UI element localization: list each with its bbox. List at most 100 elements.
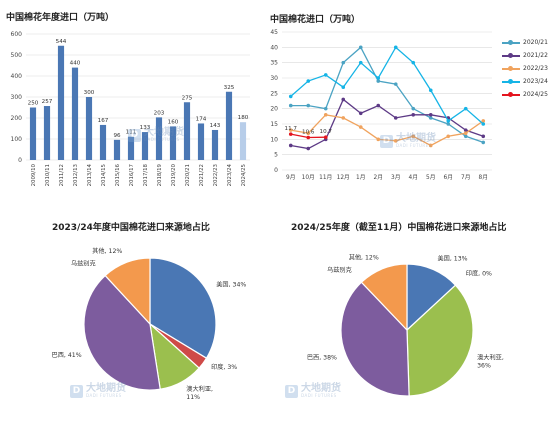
x-tick-label: 8月 bbox=[479, 174, 489, 181]
watermark-brand-en: DADI FUTURES bbox=[86, 393, 122, 398]
watermark-logo: D 大地期货 DADI FUTURES bbox=[380, 134, 436, 148]
y-tick-label: 100 bbox=[11, 136, 23, 143]
x-tick-label: 4月 bbox=[409, 174, 419, 181]
legend-entry: 2020/21 bbox=[502, 36, 548, 49]
series-point bbox=[446, 134, 451, 139]
bar-data-label: 250 bbox=[28, 101, 39, 107]
y-tick-label: 5 bbox=[274, 152, 278, 159]
bar-data-label: 275 bbox=[182, 95, 193, 101]
legend-swatch bbox=[502, 78, 520, 84]
y-tick-label: 45 bbox=[270, 29, 278, 36]
pie-2425-title: 2024/25年度（截至11月）中国棉花进口来源地占比 bbox=[291, 223, 507, 233]
series-point bbox=[341, 85, 346, 89]
y-tick-label: 600 bbox=[11, 31, 23, 38]
bar bbox=[99, 124, 107, 160]
x-tick-label: 11月 bbox=[319, 174, 332, 181]
monthly-import-chart: 中国棉花进口（万吨） 0 5 10 15 20 25 30 35 40 45 9月 10月 11月 12月… bbox=[262, 0, 550, 200]
line-data-label: 10.6 bbox=[302, 129, 315, 135]
pie-label: 澳大利亚, 11% bbox=[186, 385, 213, 401]
x-tick-label: 2010/11 bbox=[45, 164, 51, 186]
pie-label: 印度, 3% bbox=[211, 363, 237, 371]
annual-chart-title: 中国棉花年度进口（万吨） bbox=[6, 13, 115, 23]
series-point bbox=[481, 140, 486, 145]
bar bbox=[211, 129, 219, 160]
bar-data-label: 180 bbox=[238, 115, 249, 121]
x-tick-label: 10月 bbox=[302, 174, 315, 181]
series-point bbox=[376, 103, 381, 108]
series-point bbox=[341, 116, 346, 120]
series-point bbox=[288, 128, 293, 132]
series-point bbox=[393, 82, 398, 86]
bar bbox=[127, 136, 135, 160]
series-point bbox=[411, 113, 416, 117]
series-point bbox=[393, 45, 398, 50]
series-point bbox=[306, 79, 311, 83]
bar bbox=[197, 123, 205, 160]
bar-data-label: 143 bbox=[210, 123, 221, 129]
bar-data-label: 440 bbox=[70, 61, 81, 67]
pie-slice bbox=[149, 257, 217, 360]
watermark-brand-cn: 大地期货 bbox=[396, 133, 436, 144]
y-tick-label: 25 bbox=[270, 90, 278, 97]
series-point bbox=[393, 116, 398, 120]
bar bbox=[29, 107, 37, 160]
series-point bbox=[288, 94, 293, 99]
series-line bbox=[290, 46, 484, 125]
x-tick-label: 3月 bbox=[391, 174, 401, 181]
bar-data-label: 96 bbox=[113, 133, 121, 139]
legend-swatch bbox=[502, 39, 520, 45]
pie-slice bbox=[360, 263, 408, 332]
series-point bbox=[481, 122, 486, 126]
series-point bbox=[428, 113, 433, 117]
series-point bbox=[481, 134, 486, 139]
series-point bbox=[341, 97, 346, 102]
x-tick-label: 2013/14 bbox=[87, 163, 93, 186]
legend-label: 2024/25 bbox=[523, 91, 548, 98]
x-tick-label: 2012/13 bbox=[73, 164, 79, 186]
watermark-brand-cn: 大地期货 bbox=[144, 127, 184, 138]
origin-pie-2425: 2024/25年度（截至11月）中国棉花进口来源地占比 美国, 13% 印度, 0… bbox=[275, 212, 550, 424]
x-tick-label: 2021/22 bbox=[199, 164, 205, 186]
x-tick-label: 2016/17 bbox=[129, 164, 135, 186]
series-point bbox=[323, 73, 328, 77]
x-tick-label: 2月 bbox=[374, 174, 384, 181]
y-tick-label: 10 bbox=[270, 136, 278, 143]
pie-label: 巴西, 41% bbox=[52, 352, 82, 359]
bar-data-label: 160 bbox=[168, 119, 179, 125]
bar bbox=[155, 117, 163, 160]
series-point bbox=[288, 143, 293, 148]
bar bbox=[225, 91, 233, 160]
y-tick-label: 20 bbox=[270, 106, 278, 113]
pie-slice bbox=[406, 263, 457, 332]
y-tick-label: 0 bbox=[18, 157, 22, 164]
pie-slice bbox=[104, 257, 151, 326]
series-point bbox=[393, 139, 398, 143]
legend-swatch bbox=[502, 65, 520, 71]
line-data-label: 10.7 bbox=[320, 129, 333, 135]
pie-slice bbox=[406, 284, 474, 397]
annual-bar-svg: 0 100 200 300 400 500 600 250 2009/10 257 2010/11 5… bbox=[11, 31, 250, 186]
x-tick-label: 2015/16 bbox=[115, 163, 121, 186]
watermark-brand-en: DADI FUTURES bbox=[396, 143, 432, 148]
watermark-logo: D 大地期货 DADI FUTURES bbox=[285, 384, 341, 398]
series-point bbox=[411, 60, 416, 65]
series-point bbox=[306, 146, 311, 151]
bar bbox=[71, 67, 79, 160]
x-tick-label: 2024/25 bbox=[241, 164, 247, 186]
x-tick-label: 9月 bbox=[286, 174, 296, 181]
pie-label: 澳大利亚, 36% bbox=[477, 353, 504, 369]
x-tick-label: 6月 bbox=[444, 174, 454, 181]
pie-slice bbox=[83, 274, 161, 391]
watermark-brand-en: DADI FUTURES bbox=[301, 393, 337, 398]
x-tick-label: 2009/10 bbox=[31, 163, 37, 186]
pie-label: 巴西, 38% bbox=[307, 354, 337, 361]
legend-entry: 2024/25 bbox=[502, 88, 548, 101]
line-data-label: 11.7 bbox=[285, 126, 298, 132]
pie-label: 乌兹别克 bbox=[327, 266, 352, 274]
series-point bbox=[463, 106, 468, 111]
series-point bbox=[306, 135, 311, 140]
x-tick-label: 2017/18 bbox=[143, 163, 149, 186]
series-point bbox=[358, 45, 363, 50]
x-tick-label: 2019/20 bbox=[171, 163, 177, 186]
brand-logo-icon: D bbox=[380, 134, 393, 148]
